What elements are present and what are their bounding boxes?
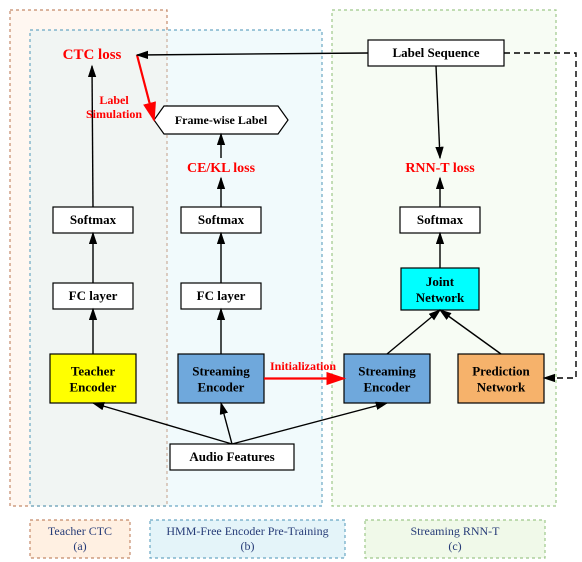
node-teacher-encoder: TeacherEncoder (50, 354, 136, 403)
node-label-label-sequence: Label Sequence (392, 45, 479, 60)
node-label-rnnt-loss: RNN-T loss (405, 161, 475, 176)
node-label-fc-a: FC layer (69, 288, 118, 303)
region-hmm-free (30, 30, 322, 506)
node-label2-pred-net: Network (477, 379, 526, 394)
legend-label-teacher-ctc-1: Teacher CTC (48, 524, 112, 538)
legend-label-teacher-ctc-2: (a) (73, 539, 86, 553)
node-label-softmax-b: Softmax (198, 212, 245, 227)
node-label2-joint-net: Network (416, 290, 465, 305)
node-label2-streaming-encoder-b: Encoder (198, 379, 245, 394)
node-label1-pred-net: Prediction (472, 363, 530, 378)
legend-label-streaming-rnnt-2: (c) (448, 539, 461, 553)
node-label-cekl-loss: CE/KL loss (187, 161, 256, 176)
legend-label-hmm-free-1: HMM-Free Encoder Pre-Training (166, 524, 328, 538)
node-joint-net: JointNetwork (401, 268, 479, 310)
node-ctc-loss: CTC loss (63, 47, 122, 63)
node-softmax-a: Softmax (53, 207, 133, 233)
node-label-framewise-label: Frame-wise Label (175, 113, 268, 127)
node-framewise-label: Frame-wise Label (154, 106, 288, 134)
node-label-ctc-loss: CTC loss (63, 47, 122, 63)
node-label1-teacher-encoder: Teacher (71, 363, 116, 378)
node-streaming-encoder-b: StreamingEncoder (178, 354, 264, 403)
node-fc-b: FC layer (181, 283, 261, 309)
edge-softmax-a-to-ctc (92, 66, 93, 207)
node-label-softmax-c: Softmax (417, 212, 464, 227)
node-label-sequence: Label Sequence (368, 40, 504, 66)
node-label2-streaming-encoder-c: Encoder (364, 379, 411, 394)
node-label-audio: Audio Features (189, 449, 274, 464)
node-cekl-loss: CE/KL loss (187, 161, 256, 176)
node-pred-net: PredictionNetwork (458, 354, 544, 403)
node-label1-streaming-encoder-b: Streaming (192, 363, 250, 378)
node-streaming-encoder-c: StreamingEncoder (344, 354, 430, 403)
node-softmax-c: Softmax (400, 207, 480, 233)
node-softmax-b: Softmax (181, 207, 261, 233)
node-fc-a: FC layer (53, 283, 133, 309)
node-label1-joint-net: Joint (426, 274, 455, 289)
node-rnnt-loss: RNN-T loss (405, 161, 475, 176)
node-label-softmax-a: Softmax (70, 212, 117, 227)
node-label2-teacher-encoder: Encoder (70, 379, 117, 394)
node-audio: Audio Features (170, 444, 294, 470)
node-label-fc-b: FC layer (197, 288, 246, 303)
node-label1-streaming-encoder-c: Streaming (358, 363, 416, 378)
annotation-initialization: Initialization (270, 359, 336, 373)
annotation-label-simulation-1: Label (99, 93, 129, 107)
region-streaming-rnnt (332, 10, 556, 506)
legend-label-streaming-rnnt-1: Streaming RNN-T (411, 524, 501, 538)
legend-label-hmm-free-2: (b) (241, 539, 255, 553)
annotation-label-simulation-2: Simulation (86, 107, 142, 121)
